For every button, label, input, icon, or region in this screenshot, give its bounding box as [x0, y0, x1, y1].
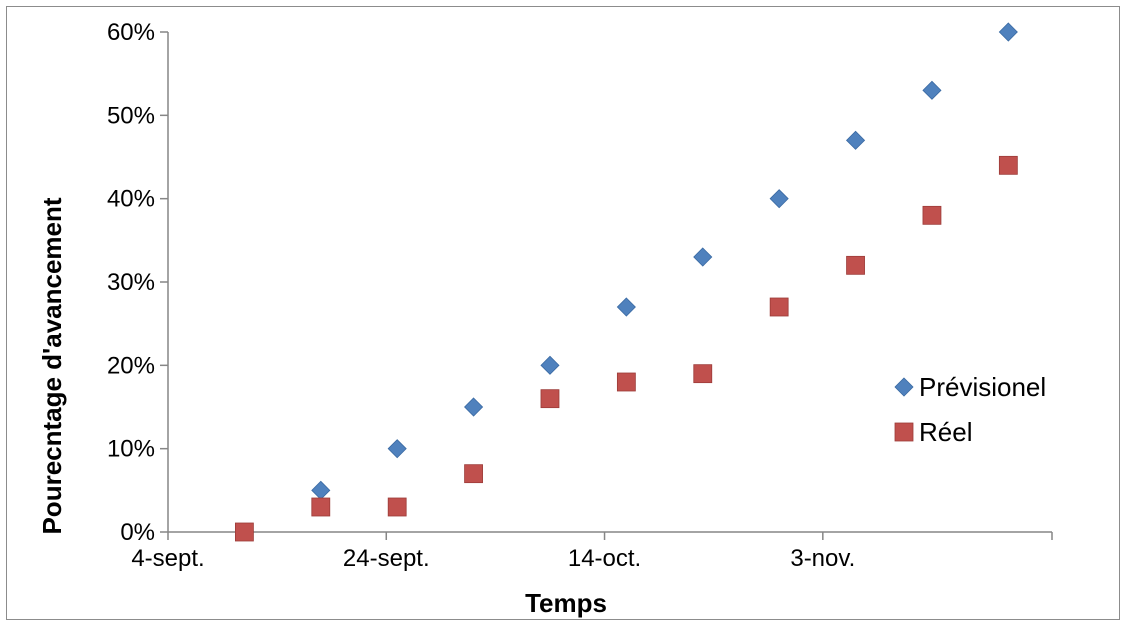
- y-tick-label: 20%: [107, 352, 155, 379]
- previsionel-point: [845, 130, 866, 150]
- previsionel-point: [540, 355, 560, 375]
- reel-point: [998, 155, 1018, 175]
- series-previsionel: [311, 22, 1018, 500]
- reel-point: [846, 255, 865, 275]
- y-tick-label: 50%: [107, 102, 155, 129]
- legend-marker-reel: [894, 422, 914, 442]
- y-tick-label: 10%: [107, 436, 155, 463]
- reel-point: [693, 364, 713, 384]
- axes: [167, 32, 1052, 533]
- previsionel-point: [769, 189, 789, 209]
- previsionel-point: [922, 80, 942, 100]
- reel-point: [540, 389, 560, 409]
- reel-point: [769, 297, 789, 317]
- x-ticks: 4-sept. 24-sept. 14-oct. 3-nov.: [131, 532, 1053, 572]
- legend-marker-previsionel: [894, 377, 914, 397]
- legend: Prévisionel Réel: [894, 372, 1046, 447]
- reel-point: [234, 522, 254, 542]
- y-tick-label: 0%: [120, 519, 155, 546]
- previsionel-point: [998, 22, 1018, 42]
- series-reel: [234, 155, 1018, 542]
- y-axis-title: Pourecntage d'avancement: [37, 197, 67, 534]
- reel-point: [311, 497, 331, 517]
- legend-label-reel: Réel: [919, 417, 972, 447]
- x-tick-label: 4-sept.: [131, 545, 204, 572]
- reel-point: [387, 497, 407, 517]
- data-marks: [234, 22, 1018, 542]
- y-tick-label: 40%: [107, 186, 155, 213]
- y-tick-label: 60%: [107, 19, 155, 46]
- x-tick-label: 14-oct.: [568, 545, 641, 572]
- x-tick-label: 3-nov.: [790, 545, 855, 572]
- previsionel-point: [387, 439, 407, 459]
- legend-label-previsionel: Prévisionel: [919, 372, 1046, 402]
- previsionel-point: [693, 247, 713, 267]
- x-tick-label: 24-sept.: [343, 545, 430, 572]
- y-tick-label: 30%: [107, 269, 155, 296]
- x-axis-title: Temps: [525, 588, 607, 618]
- reel-point: [616, 372, 636, 392]
- y-ticks: 0% 10% 20% 30% 40% 50% 60%: [107, 19, 168, 546]
- chart-frame: [6, 6, 1120, 620]
- previsionel-point: [464, 397, 484, 417]
- reel-point: [464, 464, 483, 484]
- previsionel-point: [616, 297, 636, 317]
- previsionel-point: [311, 480, 331, 500]
- reel-point: [922, 205, 942, 225]
